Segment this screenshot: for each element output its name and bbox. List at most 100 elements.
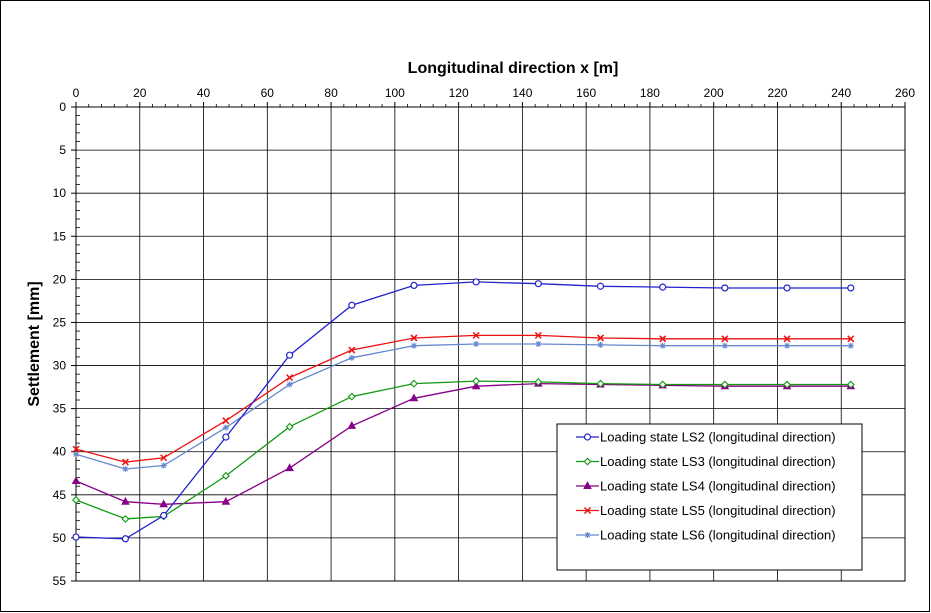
- x-tick-label: 180: [640, 86, 660, 100]
- data-point: [409, 393, 419, 402]
- data-point: [847, 284, 855, 292]
- series-line: [75, 380, 851, 520]
- data-point: [846, 380, 855, 389]
- data-point: [122, 465, 129, 472]
- data-point: [222, 424, 229, 431]
- marker-shape: [71, 476, 81, 485]
- data-point: [410, 342, 417, 349]
- marker-shape: [658, 380, 667, 389]
- legend-box: [556, 423, 863, 571]
- data-point: [784, 342, 791, 349]
- x-tick-label: 40: [197, 86, 211, 100]
- y-tick-label: 45: [53, 488, 67, 502]
- marker-shape: [221, 471, 230, 480]
- y-tick-label: 55: [53, 574, 67, 588]
- x-tick-label: 20: [133, 86, 147, 100]
- data-point: [285, 422, 294, 431]
- series-ls6: [73, 341, 854, 472]
- data-point: [534, 377, 543, 386]
- marker-shape: [847, 335, 855, 343]
- marker-shape: [583, 457, 592, 466]
- x-tick-label: 160: [576, 86, 596, 100]
- x-tick-label: 220: [767, 86, 787, 100]
- y-tick-label: 15: [53, 229, 67, 243]
- marker-shape: [286, 351, 294, 359]
- series-line: [75, 334, 851, 463]
- data-point: [721, 335, 729, 343]
- data-point: [783, 380, 792, 389]
- data-point: [286, 351, 294, 359]
- data-point: [348, 346, 356, 354]
- marker-shape: [121, 496, 130, 505]
- data-point: [72, 533, 80, 541]
- data-point: [596, 379, 605, 388]
- marker-shape: [720, 380, 729, 389]
- legend-entry-ls4: Loading state LS4 (longitudinal directio…: [576, 479, 836, 494]
- y-tick-label: 10: [53, 186, 67, 200]
- data-point: [121, 535, 130, 543]
- data-point: [473, 341, 480, 347]
- data-point: [472, 278, 480, 286]
- marker-shape: [783, 380, 792, 389]
- y-tick-label: 20: [53, 272, 67, 286]
- legend: Loading state LS2 (longitudinal directio…: [556, 423, 863, 571]
- marker-shape: [160, 511, 168, 520]
- x-tick-label: 100: [385, 86, 405, 100]
- marker-shape: [596, 334, 605, 342]
- legend-label: Loading state LS4 (longitudinal directio…: [600, 479, 836, 494]
- x-tick-label: 200: [704, 86, 724, 100]
- x-tick-label: 120: [449, 86, 469, 100]
- legend-marker: [584, 532, 591, 538]
- data-point: [847, 342, 854, 349]
- data-point: [222, 417, 230, 425]
- grid-lines: [76, 107, 905, 581]
- data-point: [121, 458, 129, 466]
- data-point: [534, 280, 542, 288]
- data-point: [286, 381, 293, 388]
- x-tick-label: 240: [831, 86, 851, 100]
- data-point: [222, 433, 230, 441]
- x-tick-label: 140: [512, 86, 532, 100]
- data-point: [160, 462, 167, 469]
- data-point: [472, 331, 480, 339]
- marker-shape: [783, 284, 791, 292]
- data-point: [783, 284, 791, 292]
- y-tick-label: 40: [53, 445, 67, 459]
- data-point: [721, 342, 728, 349]
- x-tick-label: 80: [324, 86, 338, 100]
- series-ls5: [72, 331, 855, 466]
- data-point: [347, 421, 357, 429]
- marker-shape: [347, 392, 356, 401]
- marker-shape: [348, 301, 356, 309]
- data-point: [659, 335, 667, 343]
- data-point: [73, 451, 79, 458]
- data-point: [721, 284, 729, 292]
- data-point: [160, 511, 168, 520]
- data-point: [72, 445, 80, 453]
- data-point: [659, 283, 667, 291]
- marker-shape: [285, 422, 294, 431]
- marker-shape: [596, 282, 605, 290]
- marker-shape: [222, 433, 230, 441]
- marker-shape: [659, 283, 667, 291]
- data-point: [159, 499, 168, 508]
- marker-shape: [534, 280, 542, 288]
- data-point: [121, 496, 130, 505]
- legend-entry-ls5: Loading state LS5 (longitudinal directio…: [576, 503, 836, 518]
- marker-shape: [221, 496, 231, 505]
- data-point: [121, 514, 130, 523]
- data-point: [783, 335, 791, 343]
- marker-shape: [472, 377, 481, 386]
- marker-shape: [783, 335, 791, 343]
- series-line: [75, 281, 851, 540]
- legend-entry-ls6: Loading state LS6 (longitudinal directio…: [576, 528, 836, 543]
- marker-shape: [160, 454, 168, 462]
- marker-shape: [534, 331, 542, 339]
- marker-shape: [721, 284, 729, 292]
- data-point: [410, 281, 418, 289]
- data-point: [410, 334, 418, 342]
- data-point: [658, 380, 667, 389]
- marker-shape: [121, 535, 130, 543]
